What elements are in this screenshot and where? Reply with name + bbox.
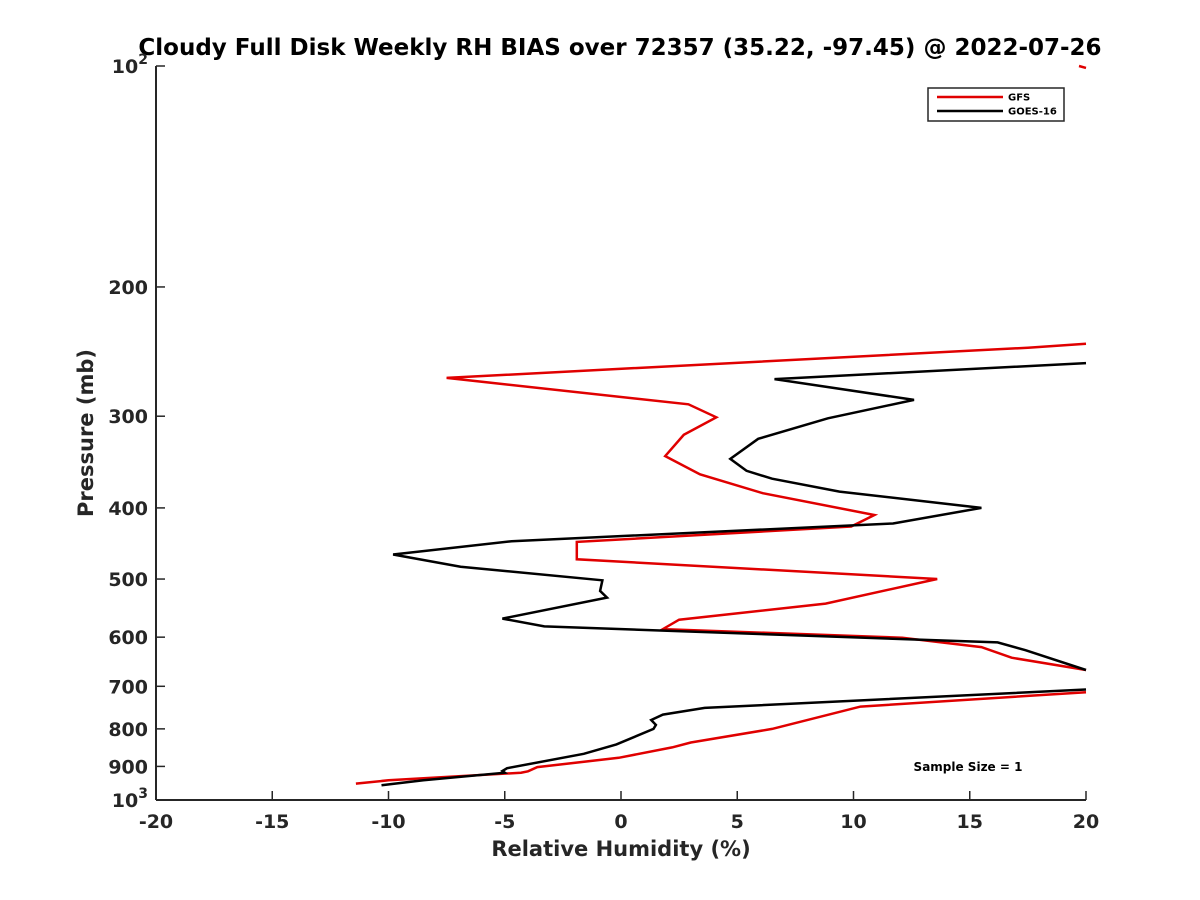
x-tick-label: 0 [614,811,627,833]
sample-size-annotation: Sample Size = 1 [914,760,1023,774]
y-axis-label: Pressure (mb) [74,349,98,517]
y-tick-label: 102 [112,52,148,78]
x-tick-label: 20 [1073,811,1099,833]
y-tick-label: 500 [108,569,148,591]
y-tick-label: 200 [108,277,148,299]
x-tick-label: 10 [840,811,866,833]
legend-box [927,87,1065,122]
series-layer [355,64,1087,787]
x-tick-label: -10 [371,811,405,833]
y-tick-label: 800 [108,719,148,741]
chart-title: Cloudy Full Disk Weekly RH BIAS over 723… [138,35,1101,61]
series-line-goes-16 [392,361,1087,672]
plot-area [156,66,1086,800]
y-tick-label: 103 [112,786,148,812]
x-tick-label: 5 [731,811,744,833]
legend-label-gfs: GFS [1008,93,1030,104]
legend-label-goes-16: GOES-16 [1008,107,1057,118]
x-tick-label: -20 [139,811,173,833]
x-tick-label: -15 [255,811,289,833]
y-tick-label: 600 [108,627,148,649]
series-line-gfs [1078,64,1087,70]
x-tick-label: -5 [494,811,515,833]
x-ticks: -20 -15 -10 -5 0 5 10 15 20 [139,791,1099,833]
y-tick-label: 900 [108,756,148,778]
y-tick-label: 400 [108,498,148,520]
y-tick-label: 700 [108,676,148,698]
x-tick-label: 15 [957,811,983,833]
series-line-goes-16 [381,688,1087,787]
legend: GFS GOES-16 [927,87,1065,122]
plot-background [156,66,1086,800]
y-ticks: 102 200 300 400 500 600 700 800 900 103 [108,52,165,812]
y-tick-label: 300 [108,406,148,428]
x-axis-label: Relative Humidity (%) [491,837,750,861]
